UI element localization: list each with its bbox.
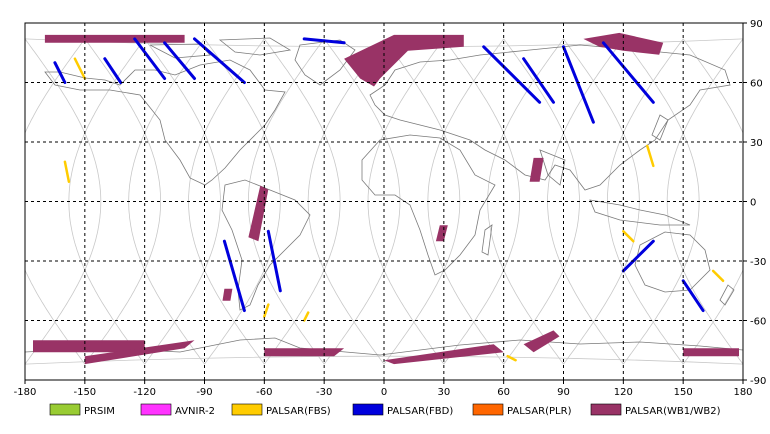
fbs-swath <box>263 303 270 318</box>
fbd-swath <box>53 61 67 84</box>
wb-swath <box>248 185 269 242</box>
fbd-swath <box>601 41 655 104</box>
legend-item: PRSIM <box>49 403 115 417</box>
fbd-swath <box>193 37 246 84</box>
fbs-swath <box>302 311 310 322</box>
fbd-swath <box>562 45 595 124</box>
legend-label: PALSAR(WB1/WB2) <box>625 406 721 417</box>
legend-label: PALSAR(FBS) <box>266 406 331 417</box>
legend-item: PALSAR(WB1/WB2) <box>590 403 721 417</box>
x-tick-label: -90 <box>196 387 212 398</box>
fbs-swath <box>622 230 635 243</box>
y-tick-label: 90 <box>750 19 763 30</box>
wb-swath <box>529 157 544 182</box>
coast-eurasia <box>369 44 731 191</box>
coastlines <box>25 37 743 356</box>
fbd-swath <box>163 41 196 80</box>
y-tick-label: -90 <box>750 376 766 387</box>
coast-new-zealand <box>719 284 735 306</box>
wb-swath <box>33 340 145 353</box>
legend-swatch <box>590 403 622 416</box>
wb-swath <box>435 225 448 242</box>
coast-antarctica <box>25 337 743 356</box>
fbs-swath <box>73 57 87 80</box>
wb-swath <box>84 340 195 365</box>
x-tick-label: -150 <box>73 387 96 398</box>
coast-japan <box>651 114 669 141</box>
axes: -180 -150 -120 -90 -60 -30 0 30 60 90 120 150 180 90 6… <box>14 19 767 398</box>
x-tick-label: 90 <box>557 387 570 398</box>
x-tick-label: 0 <box>381 387 387 398</box>
x-tick-label: 60 <box>497 387 510 398</box>
orbit-track <box>84 38 161 365</box>
y-tick-label: 0 <box>750 198 756 209</box>
fbd-swath <box>103 57 123 84</box>
legend-item: PALSAR(FBS) <box>231 403 331 417</box>
fbd-swath <box>222 239 246 313</box>
y-tick-label: -30 <box>750 257 766 268</box>
fbd-swath <box>621 239 655 273</box>
legend-label: PALSAR(PLR) <box>507 406 572 417</box>
x-tick-label: -180 <box>14 387 37 398</box>
fbd-swath <box>522 57 555 104</box>
legend-swatch <box>352 403 384 416</box>
fbd-swath <box>133 37 167 80</box>
legend-swatch <box>140 403 172 416</box>
x-tick-label: 150 <box>674 387 693 398</box>
orbit-track <box>25 38 102 365</box>
coast-australia <box>634 231 711 293</box>
wb-swath <box>683 348 739 357</box>
y-tick-label: -60 <box>750 317 766 328</box>
y-tick-label: 30 <box>750 138 763 149</box>
coast-madagascar <box>481 224 493 256</box>
legend-label: PALSAR(FBD) <box>387 406 453 417</box>
orbit-track <box>144 38 221 365</box>
x-tick-label: 30 <box>437 387 450 398</box>
y-tick-label: 60 <box>750 79 763 90</box>
legend: PRSIM AVNIR-2 PALSAR(FBS) PALSAR(FBD) PALSAR… <box>49 403 721 417</box>
fbd-swath <box>482 45 542 104</box>
x-tick-label: -120 <box>133 387 156 398</box>
coast-africa <box>361 134 496 276</box>
x-tick-label: -30 <box>316 387 332 398</box>
fbs-swath <box>711 269 725 283</box>
fbd-swath <box>302 37 346 45</box>
legend-swatch <box>231 403 263 416</box>
orbit-track <box>25 355 743 365</box>
fbs-swath <box>506 354 517 362</box>
orbit-track <box>263 38 341 365</box>
coverage-swaths <box>33 32 739 365</box>
wb-swath <box>222 288 233 301</box>
fbd-swath <box>681 279 705 313</box>
legend-item: PALSAR(PLR) <box>472 403 572 417</box>
x-tick-label: 180 <box>733 387 752 398</box>
coast-india <box>539 149 566 186</box>
legend-swatch <box>472 403 504 416</box>
wb-swath <box>344 34 464 87</box>
coast-indonesia <box>589 199 691 226</box>
legend-label: AVNIR-2 <box>175 406 215 417</box>
x-tick-label: 120 <box>614 387 633 398</box>
legend-swatch <box>49 403 81 416</box>
legend-item: AVNIR-2 <box>140 403 215 417</box>
orbit-track <box>682 38 743 365</box>
legend-label: PRSIM <box>84 406 115 417</box>
coast-north-america <box>44 59 286 186</box>
wb-swath <box>523 330 560 353</box>
orbit-track <box>204 38 281 365</box>
legend-item: PALSAR(FBD) <box>352 403 453 417</box>
x-tick-label: -60 <box>256 387 272 398</box>
orbit-track <box>25 38 86 365</box>
fbs-swath <box>63 160 71 183</box>
coast-arctic-islands <box>149 37 292 59</box>
wb-swath <box>264 348 345 357</box>
wb-swath <box>44 34 185 43</box>
fbd-swath <box>266 229 282 293</box>
fbs-swath <box>646 144 655 168</box>
